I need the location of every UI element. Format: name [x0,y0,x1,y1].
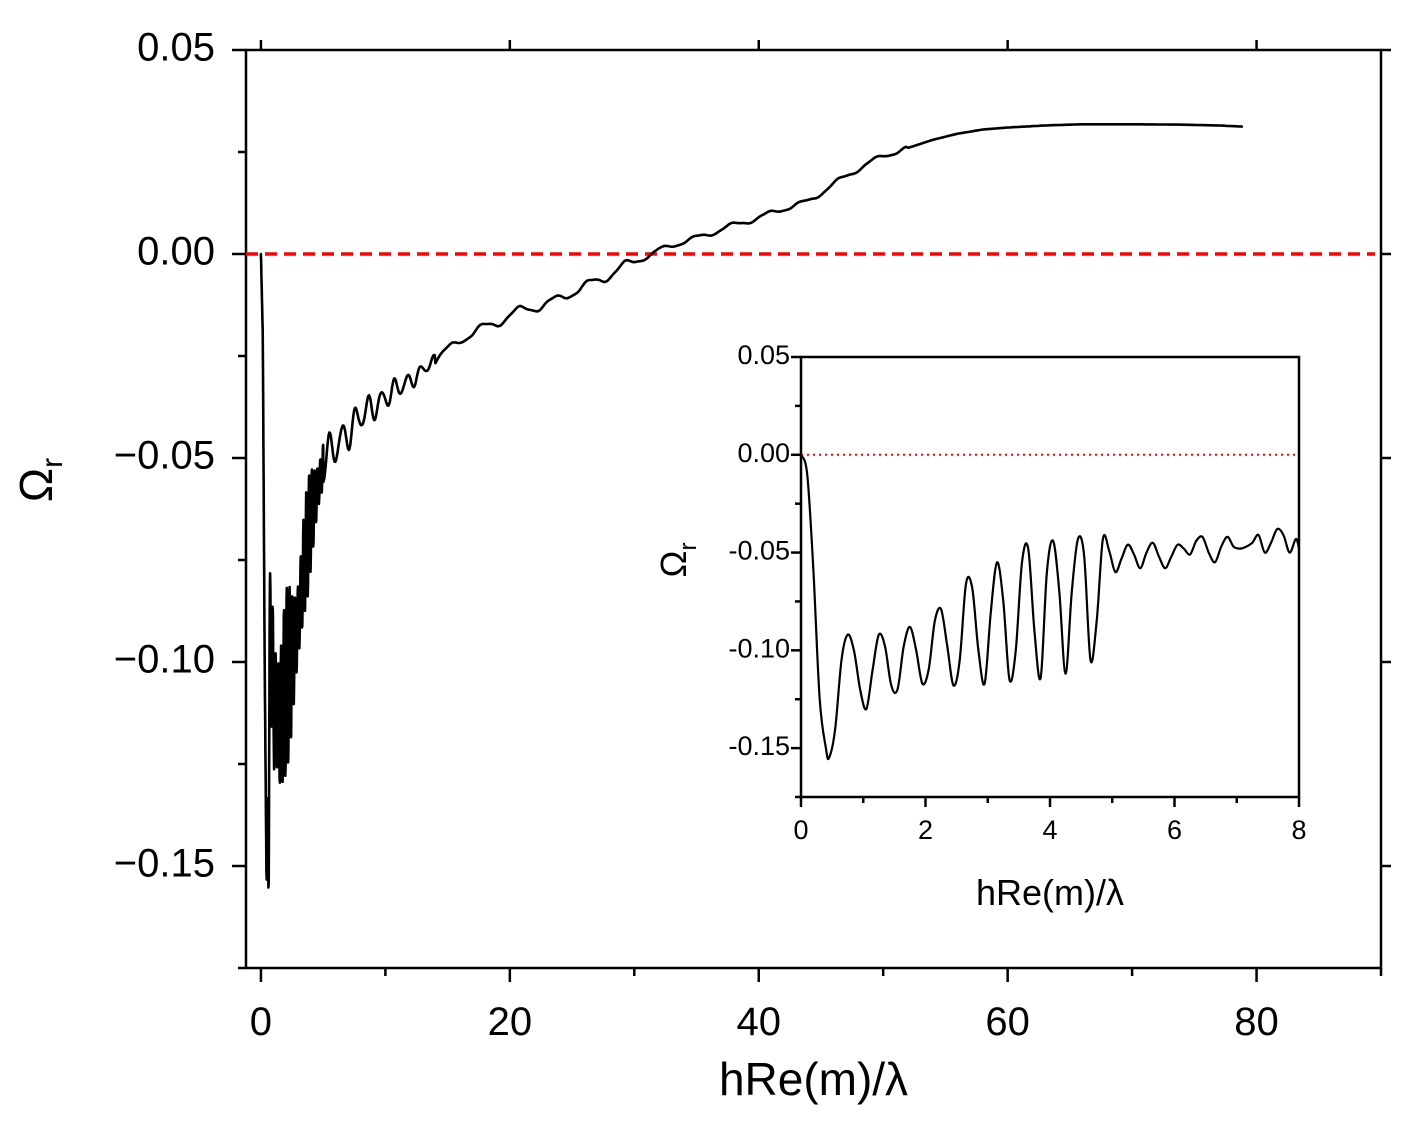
main-series-line [259,123,1244,889]
main-y-tick-label: −0.15 [114,842,215,886]
main-x-tick-label: 0 [250,1000,272,1044]
inset-x-tick-label: 8 [1291,815,1306,845]
inset-series-line [799,453,1301,761]
main-y-tick-label: 0.05 [137,26,215,70]
inset-x-tick-label: 4 [1042,815,1057,845]
main-y-axis-title: Ωr [10,458,69,502]
main-x-tick-label: 60 [985,1000,1030,1044]
main-x-axis-title: hRe(m)/λ [719,1053,908,1105]
inset-y-tick-label: -0.10 [728,633,790,663]
inset-x-tick-label: 2 [918,815,933,845]
inset-chart: 0.05 0.00 -0.05 -0.10 -0.15 0 2 4 6 8 hRe(m)/λ Ωr [653,340,1307,913]
main-x-tick-label: 20 [488,1000,533,1044]
inset-y-tick-label: 0.00 [737,438,790,468]
inset-y-tick-label: -0.05 [728,536,790,566]
main-y-tick-label: 0.00 [137,230,215,274]
inset-x-tick-label: 0 [793,815,808,845]
main-x-tick-label: 40 [736,1000,781,1044]
inset-y-tick-label: 0.05 [737,340,790,370]
main-chart: 0.050.00−0.05−0.10−0.150 20 40 60 80hRe(m)/λ… [10,26,1391,1105]
inset-x-tick-label: 6 [1167,815,1182,845]
main-y-tick-label: −0.05 [114,434,215,478]
inset-y-axis-title: Ωr [653,543,702,578]
inset-background [801,357,1299,797]
main-x-tick-label: 80 [1234,1000,1279,1044]
main-y-tick-label: −0.10 [114,638,215,682]
inset-y-tick-label: -0.15 [728,731,790,761]
inset-x-axis-title: hRe(m)/λ [976,872,1124,913]
main-plot-frame [244,48,1383,970]
